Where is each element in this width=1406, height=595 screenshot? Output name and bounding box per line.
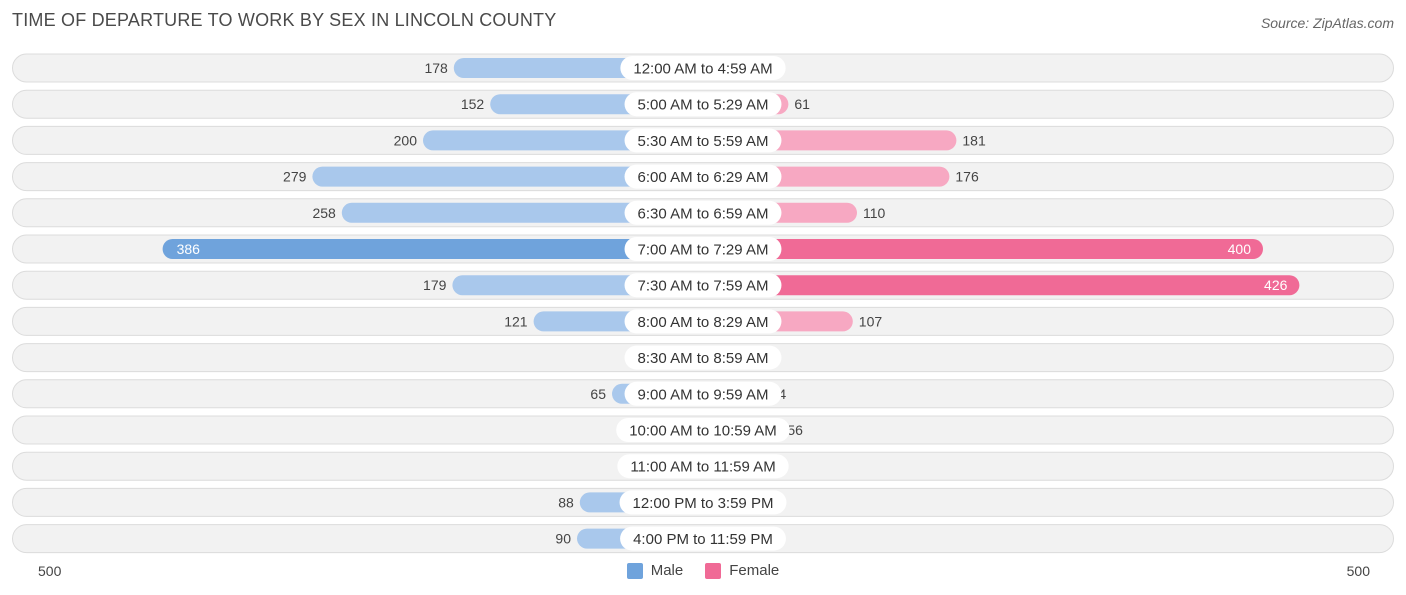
- bar-male: [341, 202, 703, 223]
- chart-row: 205610:00 AM to 10:59 AM: [12, 415, 1394, 445]
- category-label: 5:30 AM to 5:59 AM: [638, 133, 769, 150]
- chart-row: 121 107 8:00 AM to 8:29 AM: [12, 306, 1394, 336]
- chart-area: 1783812:00 AM to 4:59 AM 152 61 5:00 AM to …: [12, 53, 1394, 554]
- category-pill: [624, 309, 782, 334]
- value-label-male: 121: [504, 313, 528, 329]
- value-label-male: 65: [590, 386, 606, 402]
- category-label: 4:00 PM to 11:59 PM: [633, 531, 773, 548]
- value-label-female: 107: [859, 313, 883, 329]
- source-label: Source: ZipAtlas.com: [1260, 15, 1394, 31]
- category-label: 5:00 AM to 5:29 AM: [638, 97, 769, 114]
- category-pill: [620, 56, 786, 80]
- value-label-female: 56: [787, 422, 803, 438]
- bar-male: [312, 166, 703, 187]
- legend-label-female: Female: [729, 562, 780, 579]
- value-label-female: 426: [1264, 277, 1288, 293]
- category-label: 12:00 AM to 4:59 AM: [633, 61, 772, 78]
- chart-row: 152 61 5:00 AM to 5:29 AM: [12, 89, 1394, 119]
- category-label: 11:00 AM to 11:59 AM: [630, 459, 775, 476]
- legend-swatch-female: [705, 562, 722, 579]
- legend-item-male: Male: [626, 562, 684, 579]
- chart-row: 279 176 6:00 AM to 6:29 AM: [12, 162, 1394, 192]
- category-label: 6:00 AM to 6:29 AM: [638, 169, 769, 186]
- legend-label-male: Male: [650, 562, 684, 579]
- category-pill: [624, 92, 782, 117]
- chart-row: 174111:00 AM to 11:59 AM: [12, 451, 1394, 481]
- category-label: 9:00 AM to 9:59 AM: [638, 386, 769, 403]
- category-label: 12:00 PM to 3:59 PM: [633, 495, 774, 512]
- bar-male: [162, 239, 704, 259]
- category-pill: [620, 526, 786, 551]
- category-pill: [616, 418, 790, 442]
- legend-swatch-male: [626, 562, 643, 579]
- value-label-female: 110: [863, 205, 886, 221]
- chart-row: 1783812:00 AM to 4:59 AM: [12, 53, 1394, 83]
- value-label-female: 176: [955, 169, 979, 185]
- value-label-male: 200: [394, 132, 418, 148]
- category-label: 6:30 AM to 6:59 AM: [638, 205, 769, 222]
- bar-female: [703, 239, 1263, 259]
- legend-item-female: Female: [705, 562, 779, 579]
- chart-title: TIME OF DEPARTURE TO WORK BY SEX IN LINC…: [12, 10, 557, 30]
- axis-right-label: 500: [1346, 563, 1370, 579]
- category-label: 10:00 AM to 10:59 AM: [629, 423, 777, 440]
- value-label-male: 178: [424, 60, 448, 76]
- category-pill: [619, 490, 787, 515]
- value-label-male: 179: [423, 277, 447, 293]
- value-label-male: 152: [461, 96, 485, 112]
- category-label: 8:00 AM to 8:29 AM: [638, 314, 769, 331]
- axis-left-label: 500: [38, 563, 62, 579]
- legend: Male Female: [0, 562, 1406, 579]
- value-label-female: 61: [794, 96, 810, 112]
- chart-row: 386 400 7:00 AM to 7:29 AM: [12, 234, 1394, 264]
- category-label: 8:30 AM to 8:59 AM: [638, 350, 769, 367]
- category-label: 7:30 AM to 7:59 AM: [638, 278, 769, 295]
- value-label-male: 279: [283, 169, 307, 185]
- category-pill: [624, 128, 782, 153]
- category-pill: [624, 237, 782, 261]
- category-pill: [624, 200, 782, 225]
- category-pill: [624, 164, 782, 189]
- value-label-female: 400: [1228, 241, 1252, 257]
- chart-row: 24258:30 AM to 8:59 AM: [12, 343, 1394, 373]
- bar-female: [703, 275, 1300, 296]
- chart-row: 90214:00 PM to 11:59 PM: [12, 524, 1394, 554]
- chart-row: 258 110 6:30 AM to 6:59 AM: [12, 198, 1394, 228]
- chart-row: 65449:00 AM to 9:59 AM: [12, 379, 1394, 409]
- chart-row: 200 181 5:30 AM to 5:59 AM: [12, 125, 1394, 155]
- value-label-male: 88: [558, 494, 574, 510]
- chart-row: 884312:00 PM to 3:59 PM: [12, 487, 1394, 517]
- value-label-male: 386: [177, 241, 201, 257]
- category-pill: [624, 345, 782, 370]
- category-pill: [624, 273, 782, 298]
- category-pill: [624, 381, 782, 406]
- category-pill: [617, 454, 789, 479]
- value-label-male: 90: [555, 531, 571, 547]
- category-label: 7:00 AM to 7:29 AM: [638, 242, 769, 259]
- value-label-male: 258: [312, 205, 336, 221]
- value-label-female: 181: [962, 132, 986, 148]
- chart-row: 179 426 7:30 AM to 7:59 AM: [12, 270, 1394, 300]
